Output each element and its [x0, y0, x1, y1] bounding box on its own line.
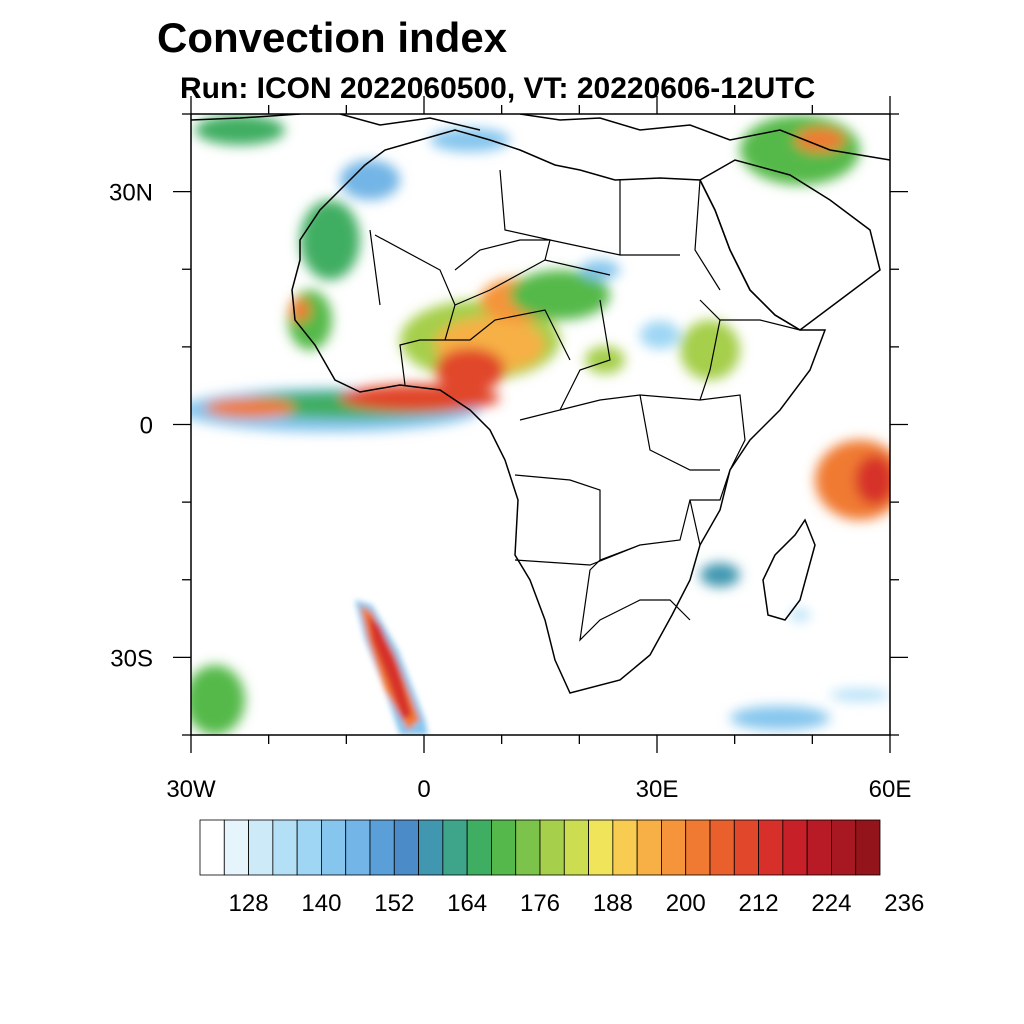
- colorbar-box: [515, 819, 541, 876]
- colorbar-box: [563, 819, 589, 876]
- colorbar-box: [758, 819, 784, 876]
- axis-tick-labels: 30W 0 30E 60E 30N 0 30S: [109, 180, 911, 803]
- colorbar-box: [199, 819, 225, 876]
- colorbar-box: [782, 819, 808, 876]
- colorbar-box: [709, 819, 735, 876]
- africa-outline: [291, 129, 827, 694]
- colorbar-label: 140: [301, 890, 341, 917]
- colorbar-box: [223, 819, 249, 876]
- colorbar-box: [685, 819, 711, 876]
- lat-tick-label: 30S: [110, 645, 153, 672]
- colorbar-label: 212: [739, 890, 779, 917]
- lon-tick-label: 30W: [166, 776, 216, 803]
- colorbar-box: [466, 819, 492, 876]
- colorbar: [199, 819, 881, 876]
- colorbar-box: [831, 819, 857, 876]
- colorbar-box: [661, 819, 687, 876]
- colorbar-box: [491, 819, 517, 876]
- colorbar-box: [369, 819, 395, 876]
- colorbar-box: [393, 819, 419, 876]
- colorbar-label: 164: [447, 890, 487, 917]
- coastlines: [191, 114, 890, 694]
- madagascar-outline: [762, 518, 816, 621]
- lon-tick-label: 60E: [869, 776, 912, 803]
- colorbar-label: 188: [593, 890, 633, 917]
- colorbar-box: [588, 819, 614, 876]
- colorbar-label: 224: [811, 890, 851, 917]
- colorbar-box: [248, 819, 274, 876]
- colorbar-label: 236: [884, 890, 924, 917]
- lon-tick-label: 30E: [636, 776, 679, 803]
- colorbar-box: [345, 819, 371, 876]
- colorbar-box: [418, 819, 444, 876]
- country-borders: [369, 169, 801, 642]
- colorbar-label: 200: [666, 890, 706, 917]
- axis-ticks: [173, 96, 908, 753]
- chart-title: Convection index: [157, 14, 508, 61]
- colorbar-box: [321, 819, 347, 876]
- colorbar-box: [733, 819, 759, 876]
- lat-tick-label: 30N: [109, 180, 153, 207]
- lat-tick-label: 0: [140, 413, 153, 440]
- arabia-outline: [699, 159, 881, 331]
- colorbar-label: 128: [229, 890, 269, 917]
- colorbar-box: [272, 819, 298, 876]
- lon-tick-label: 0: [417, 776, 430, 803]
- colorbar-box: [806, 819, 832, 876]
- europe-outline: [191, 114, 890, 161]
- colorbar-box: [612, 819, 638, 876]
- colorbar-label: 152: [374, 890, 414, 917]
- convection-field: [191, 115, 890, 735]
- colorbar-box: [296, 819, 322, 876]
- colorbar-label: 176: [520, 890, 560, 917]
- colorbar-box: [636, 819, 662, 876]
- colorbar-box: [442, 819, 468, 876]
- colorbar-box: [539, 819, 565, 876]
- colorbar-labels: 128 140 152 164 176 188 200 212 224 236: [229, 890, 925, 917]
- chart-subtitle: Run: ICON 2022060500, VT: 20220606-12UTC: [180, 72, 816, 105]
- colorbar-box: [855, 819, 881, 876]
